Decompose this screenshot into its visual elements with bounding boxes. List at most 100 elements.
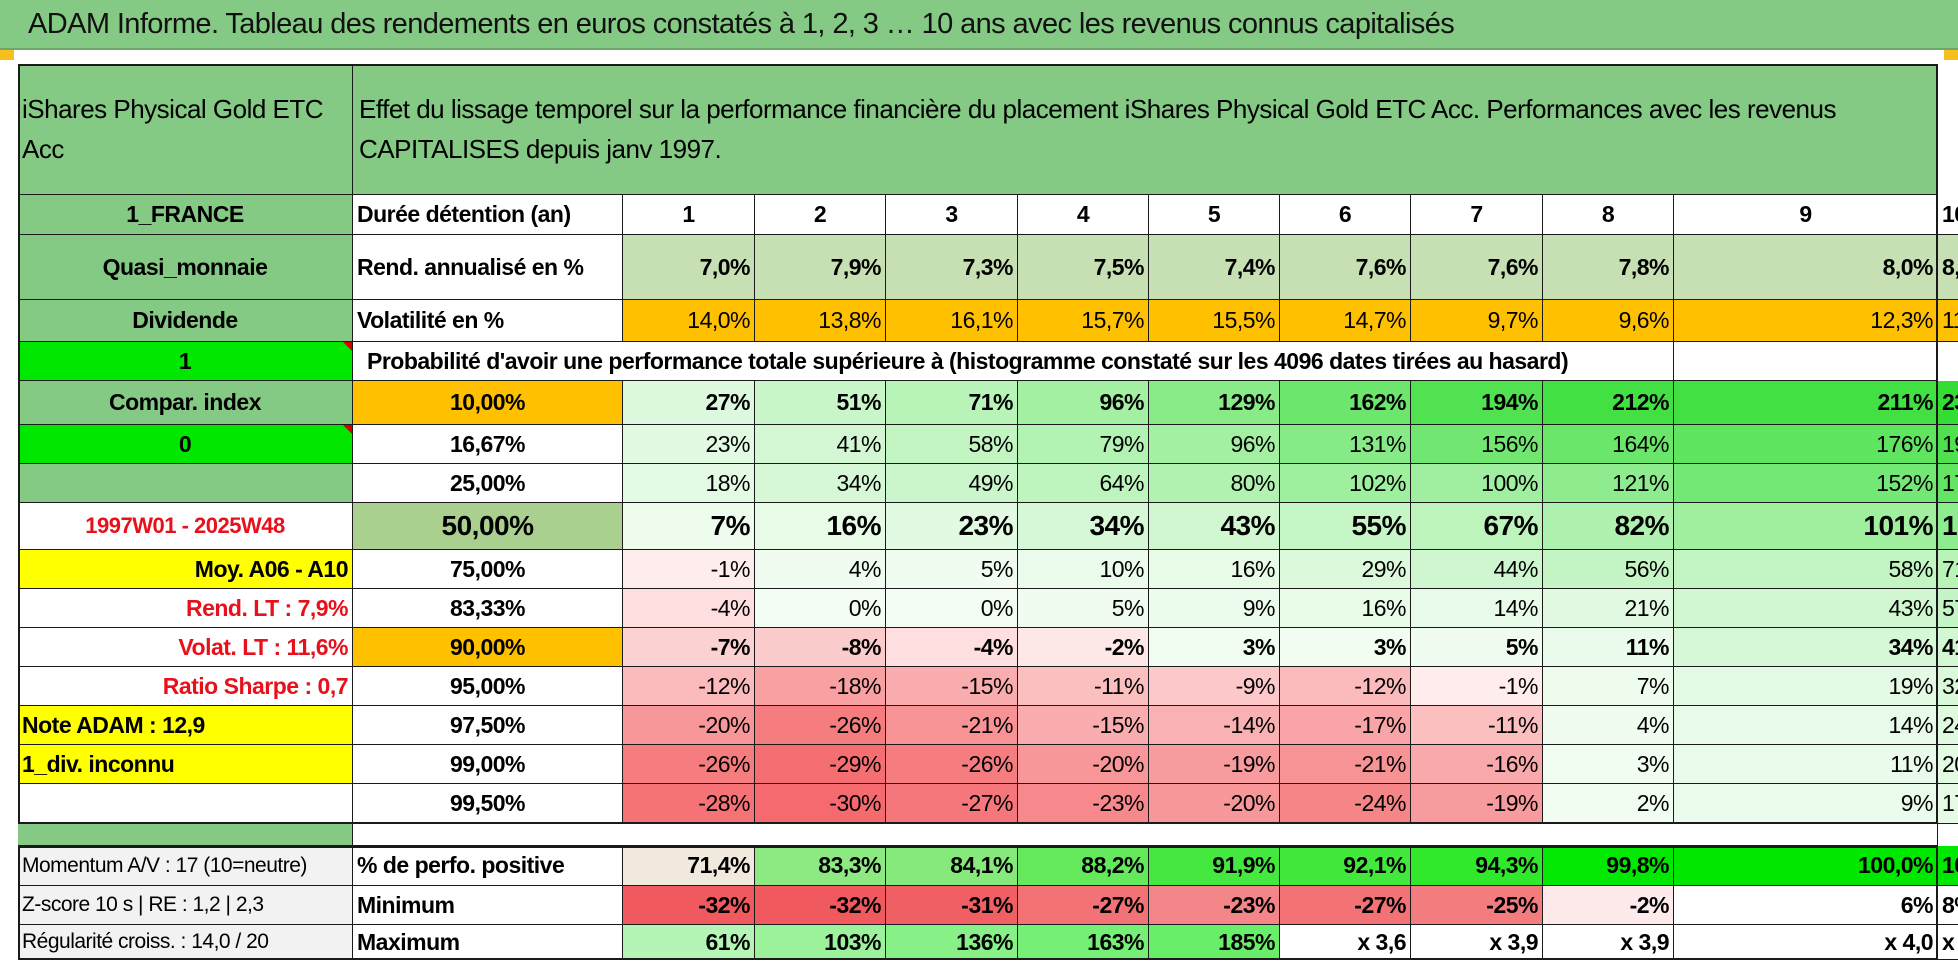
prob-value: 58% xyxy=(1674,550,1938,589)
prob-value: -11% xyxy=(1411,706,1543,745)
prob-value: 212% xyxy=(1543,381,1674,425)
vol-value: 9,7% xyxy=(1411,300,1543,342)
prob-value: -23% xyxy=(1018,784,1149,824)
bottom-value: 92,1% xyxy=(1280,846,1411,886)
prob-value: 82% xyxy=(1543,503,1674,550)
prob-value: -17% xyxy=(1280,706,1411,745)
bottom-value: -27% xyxy=(1018,886,1149,925)
prob-value: 129% xyxy=(1149,381,1280,425)
bottom-label: % de perfo. positive xyxy=(353,846,623,886)
rend-value: 7,6% xyxy=(1411,235,1543,300)
prob-value: 211% xyxy=(1674,381,1938,425)
prob-value: -16% xyxy=(1411,745,1543,784)
prob-value: -21% xyxy=(886,706,1018,745)
prob-value: -15% xyxy=(1018,706,1149,745)
prob-value: 43% xyxy=(1674,589,1938,628)
rend-value: 7,8% xyxy=(1543,235,1674,300)
prob-value: 18% xyxy=(623,464,755,503)
prob-threshold: 83,33% xyxy=(353,589,623,628)
prob-value: -1% xyxy=(1411,667,1543,706)
performance-table: iShares Physical Gold ETC Acc Effet du li… xyxy=(18,64,1958,960)
prob-value: 43% xyxy=(1149,503,1280,550)
rend-value: 7,4% xyxy=(1149,235,1280,300)
vol-value: 12,3% xyxy=(1674,300,1938,342)
bottom-value: x 3,6 xyxy=(1280,925,1411,960)
prob-value: 71% xyxy=(1938,550,1958,589)
holding-year: 4 xyxy=(1018,195,1149,235)
vol-value: 16,1% xyxy=(886,300,1018,342)
bottom-value: 100,0% xyxy=(1938,846,1958,886)
prob-value: -29% xyxy=(755,745,886,784)
prob-value: -26% xyxy=(755,706,886,745)
vol-value: 14,7% xyxy=(1280,300,1411,342)
rend-value: 8,0% xyxy=(1674,235,1938,300)
holding-year: 7 xyxy=(1411,195,1543,235)
prob-value: -28% xyxy=(623,784,755,824)
prob-value: 80% xyxy=(1149,464,1280,503)
prob-value: -2% xyxy=(1018,628,1149,667)
prob-value: -7% xyxy=(623,628,755,667)
prob-threshold: 50,00% xyxy=(353,503,623,550)
bottom-value: -32% xyxy=(623,886,755,925)
prob-value: 32% xyxy=(1938,667,1958,706)
prob-value: 24% xyxy=(1938,706,1958,745)
vol-label: Volatilité en % xyxy=(353,300,623,342)
prob-value: -4% xyxy=(886,628,1018,667)
prob-value: 7% xyxy=(623,503,755,550)
prob-value: -26% xyxy=(623,745,755,784)
spacer-green xyxy=(18,824,353,846)
prob-threshold: 10,00% xyxy=(353,381,623,425)
prob-value: 96% xyxy=(1149,425,1280,464)
prob-value: 4% xyxy=(755,550,886,589)
bottom-value: 103% xyxy=(755,925,886,960)
prob-value: 44% xyxy=(1411,550,1543,589)
prob-value: -21% xyxy=(1280,745,1411,784)
bottom-value: -32% xyxy=(755,886,886,925)
prob-value: 194% xyxy=(1411,381,1543,425)
prob-threshold: 75,00% xyxy=(353,550,623,589)
prob-value: 96% xyxy=(1018,381,1149,425)
bottom-value: -23% xyxy=(1149,886,1280,925)
bottom-value: 91,9% xyxy=(1149,846,1280,886)
bottom-label: Minimum xyxy=(353,886,623,925)
prob-value: 131% xyxy=(1280,425,1411,464)
holding-year: 8 xyxy=(1543,195,1674,235)
bottom-value: x 3,9 xyxy=(1543,925,1674,960)
prob-header: Probabilité d'avoir une performance tota… xyxy=(353,342,1674,381)
prob-value: 23% xyxy=(886,503,1018,550)
side-label-12: Ratio Sharpe : 0,7 xyxy=(18,667,353,706)
prob-value: 49% xyxy=(886,464,1018,503)
holding-year: 9 xyxy=(1674,195,1938,235)
prob-value: -11% xyxy=(1018,667,1149,706)
bottom-value: 136% xyxy=(886,925,1018,960)
prob-value: 123% xyxy=(1938,503,1958,550)
prob-value: -14% xyxy=(1149,706,1280,745)
prob-value: -19% xyxy=(1411,784,1543,824)
prob-value: 19% xyxy=(1674,667,1938,706)
prob-value: 5% xyxy=(1018,589,1149,628)
bottom-value: x 4,0 xyxy=(1938,925,1958,960)
prob-value: 58% xyxy=(886,425,1018,464)
prob-threshold: 95,00% xyxy=(353,667,623,706)
bottom-value: 100,0% xyxy=(1674,846,1938,886)
prob-value: 16% xyxy=(755,503,886,550)
fund-name-cell: iShares Physical Gold ETC Acc xyxy=(18,64,353,195)
prob-value: -20% xyxy=(1149,784,1280,824)
prob-value: 0% xyxy=(886,589,1018,628)
bottom-side-label: Régularité croiss. : 14,0 / 20 xyxy=(18,925,353,960)
prob-value: 21% xyxy=(1543,589,1674,628)
comment-indicator-icon xyxy=(343,425,352,434)
bottom-label: Maximum xyxy=(353,925,623,960)
prob-threshold: 97,50% xyxy=(353,706,623,745)
comment-indicator-icon xyxy=(343,342,352,351)
side-label-1: 1_FRANCE xyxy=(18,195,353,235)
prob-value: 20% xyxy=(1938,745,1958,784)
prob-value: 100% xyxy=(1411,464,1543,503)
prob-value: 55% xyxy=(1280,503,1411,550)
prob-value: -26% xyxy=(886,745,1018,784)
prob-value: 4% xyxy=(1543,706,1674,745)
bottom-value: x 4,0 xyxy=(1674,925,1938,960)
corner-marker-right xyxy=(1944,50,1958,60)
side-label-3: Dividende xyxy=(18,300,353,342)
vol-value: 11,6% xyxy=(1938,300,1958,342)
